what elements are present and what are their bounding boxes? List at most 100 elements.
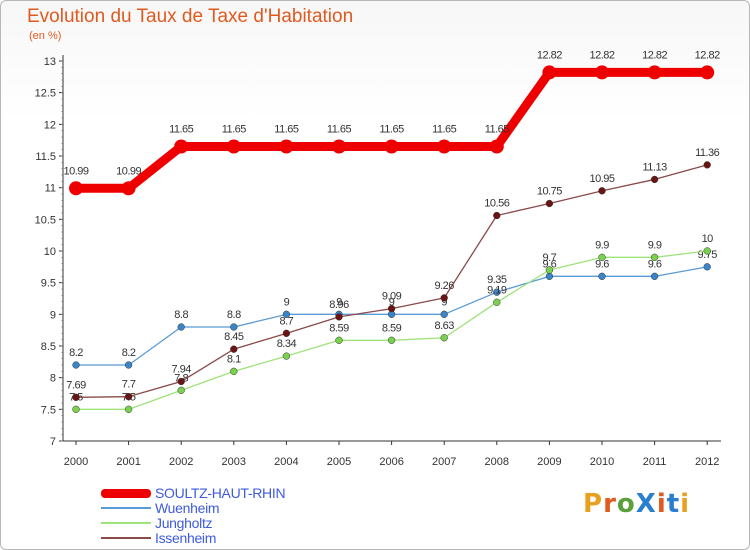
data-point bbox=[437, 139, 452, 154]
data-label: 9.6 bbox=[648, 258, 662, 270]
data-label: 11.65 bbox=[432, 124, 457, 136]
data-point bbox=[647, 65, 662, 80]
data-label: 11.13 bbox=[642, 161, 667, 173]
y-tick-label: 13 bbox=[44, 56, 56, 68]
y-tick-label: 11.5 bbox=[35, 151, 56, 163]
data-point bbox=[124, 361, 133, 369]
chart-title: Evolution du Taux de Taxe d'Habitation bbox=[27, 6, 354, 27]
y-tick-label: 7.5 bbox=[41, 404, 56, 416]
x-tick-label: 2001 bbox=[116, 456, 140, 468]
data-label: 8.59 bbox=[329, 322, 349, 334]
data-label: 10.95 bbox=[589, 173, 614, 185]
series-line-issenheim bbox=[75, 164, 708, 398]
x-tick-label: 2011 bbox=[643, 456, 667, 468]
logo-letter: i bbox=[680, 489, 691, 519]
data-point bbox=[72, 393, 80, 401]
data-label: 8.34 bbox=[277, 338, 297, 350]
data-label: 9 bbox=[284, 296, 290, 308]
y-tick-label: 8.5 bbox=[41, 341, 56, 353]
data-label: 11.65 bbox=[485, 124, 510, 136]
data-label: 10.99 bbox=[116, 165, 141, 177]
data-label: 8.8 bbox=[174, 309, 188, 321]
data-point bbox=[69, 181, 83, 196]
data-label: 8.45 bbox=[224, 331, 244, 343]
x-tick-label: 2007 bbox=[432, 456, 456, 468]
y-tick-label: 9.5 bbox=[41, 278, 56, 290]
data-point bbox=[440, 294, 448, 302]
y-tick-label: 10 bbox=[44, 246, 56, 258]
data-label: 7.94 bbox=[171, 363, 191, 375]
logo-letter: X bbox=[635, 489, 657, 519]
data-point bbox=[384, 139, 399, 154]
x-tick-label: 2006 bbox=[379, 456, 403, 468]
data-point bbox=[226, 139, 241, 154]
data-point bbox=[595, 65, 609, 80]
legend-swatch bbox=[101, 522, 151, 524]
data-point bbox=[542, 65, 557, 80]
data-point bbox=[177, 323, 185, 331]
data-label: 7.69 bbox=[66, 379, 86, 391]
logo-letter: r bbox=[603, 489, 617, 519]
data-point bbox=[124, 393, 133, 401]
data-point bbox=[650, 253, 659, 261]
data-label: 9 bbox=[441, 296, 447, 308]
data-point bbox=[703, 161, 711, 169]
data-label: 12.82 bbox=[642, 49, 667, 61]
data-label: 10.56 bbox=[484, 198, 509, 210]
data-point bbox=[282, 329, 291, 337]
data-label: 9.19 bbox=[487, 284, 507, 296]
y-tick-label: 7 bbox=[50, 436, 56, 448]
data-point bbox=[230, 345, 238, 353]
data-label: 11.65 bbox=[222, 124, 247, 136]
proxiti-logo: ProXiti bbox=[583, 489, 690, 519]
data-point bbox=[545, 272, 554, 280]
x-tick-label: 2008 bbox=[485, 456, 509, 468]
y-tick-label: 11 bbox=[45, 183, 56, 195]
data-label: 8.2 bbox=[69, 347, 83, 359]
data-label: 8.96 bbox=[329, 299, 349, 311]
data-point bbox=[703, 247, 711, 255]
data-point bbox=[72, 361, 80, 369]
data-label: 12.82 bbox=[589, 49, 614, 61]
legend-label: Jungholtz bbox=[155, 515, 213, 531]
data-point bbox=[387, 304, 396, 313]
data-point bbox=[703, 263, 711, 271]
data-label: 8.59 bbox=[382, 322, 402, 334]
data-point bbox=[72, 405, 80, 413]
data-label: 9.6 bbox=[595, 258, 609, 270]
x-tick-label: 2005 bbox=[327, 456, 351, 468]
legend-label: Issenheim bbox=[155, 530, 217, 546]
data-point bbox=[282, 352, 291, 360]
data-label: 9 bbox=[389, 296, 395, 308]
data-point bbox=[493, 288, 501, 296]
data-label: 9.9 bbox=[595, 239, 609, 251]
data-point bbox=[177, 377, 185, 386]
data-label: 8.1 bbox=[227, 353, 241, 365]
data-label: 10.75 bbox=[537, 186, 562, 198]
data-point bbox=[387, 336, 396, 344]
data-point bbox=[230, 323, 238, 331]
data-label: 9.7 bbox=[543, 252, 557, 264]
data-point bbox=[124, 405, 133, 413]
logo-letter: i bbox=[656, 489, 667, 519]
data-point bbox=[440, 334, 448, 342]
data-label: 11.65 bbox=[379, 124, 404, 136]
data-label: 12.82 bbox=[695, 49, 720, 61]
data-label: 12.82 bbox=[537, 49, 562, 61]
data-label: 8.2 bbox=[122, 347, 136, 359]
x-tick-label: 2012 bbox=[695, 456, 719, 468]
data-point bbox=[493, 211, 501, 220]
x-tick-label: 2004 bbox=[274, 456, 298, 468]
y-tick-label: 12.5 bbox=[35, 88, 56, 100]
data-label: 11.36 bbox=[695, 147, 720, 159]
logo-letter: o bbox=[616, 489, 636, 519]
data-point bbox=[230, 367, 238, 375]
y-tick-label: 9 bbox=[50, 309, 56, 321]
data-point bbox=[545, 266, 554, 274]
data-label: 8.7 bbox=[280, 315, 294, 327]
data-point bbox=[332, 139, 346, 154]
legend-label: Wuenheim bbox=[155, 500, 220, 516]
data-point bbox=[440, 310, 448, 318]
